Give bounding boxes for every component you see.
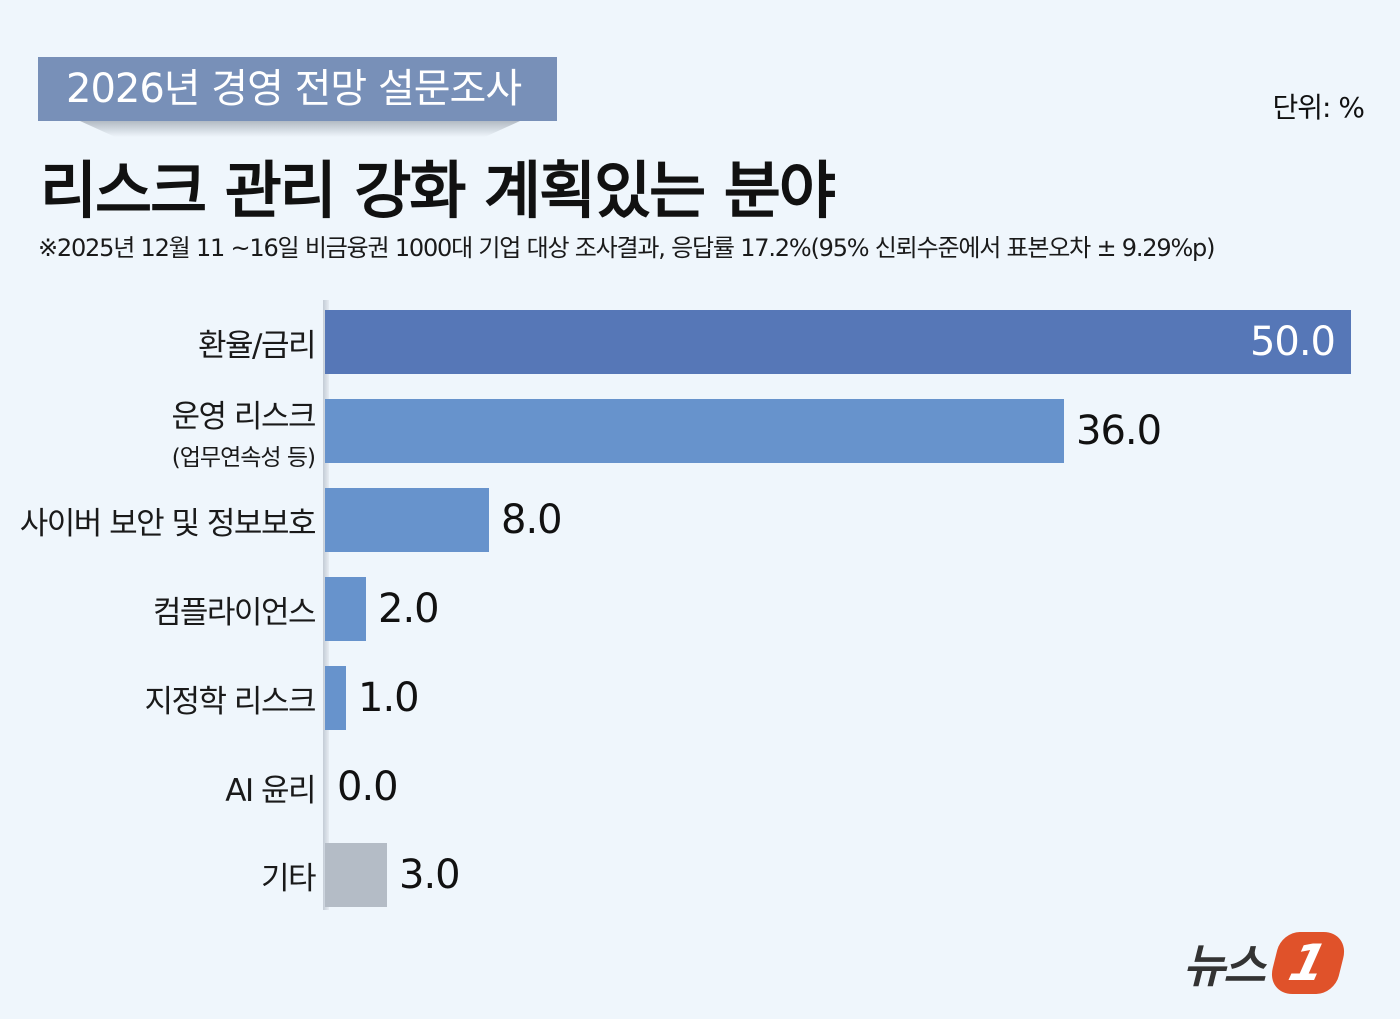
- unit-label: 단위: %: [1272, 91, 1365, 124]
- value-label: 1.0: [358, 675, 420, 721]
- bar-row: AI 윤리 0.0: [0, 755, 1400, 819]
- category-label: AI 윤리: [225, 755, 316, 819]
- value-label: 50.0: [1249, 319, 1336, 365]
- category-label-main: 사이버 보안 및 정보보호: [19, 505, 317, 542]
- category-label: 운영 리스크 (업무연속성 등): [172, 399, 317, 471]
- bar-row: 컴플라이언스 2.0: [0, 577, 1400, 641]
- bar: [325, 399, 1064, 463]
- chart-title: 리스크 관리 강화 계획있는 분야: [40, 154, 836, 227]
- bar: [325, 843, 387, 907]
- category-label-main: 컴플라이언스: [152, 594, 317, 631]
- value-label: 0.0: [337, 764, 399, 810]
- category-label: 사이버 보안 및 정보보호: [19, 488, 317, 552]
- category-label-main: 기타: [260, 860, 317, 897]
- bar-row: 운영 리스크 (업무연속성 등) 36.0: [0, 399, 1400, 471]
- value-label: 8.0: [501, 497, 563, 543]
- value-label: 2.0: [378, 586, 440, 632]
- category-label-sub: (업무연속성 등): [171, 444, 316, 471]
- bar-row: 환율/금리 50.0: [0, 310, 1400, 374]
- logo-mark-icon: 1: [1265, 932, 1350, 994]
- bar: [325, 577, 366, 641]
- bar-row: 지정학 리스크 1.0: [0, 666, 1400, 730]
- logo-text: 뉴스: [1183, 939, 1266, 993]
- category-label-main: AI 윤리: [225, 772, 316, 809]
- bar: [325, 488, 489, 552]
- category-label: 컴플라이언스: [152, 577, 317, 641]
- bar-row: 기타 3.0: [0, 843, 1400, 907]
- bar: [325, 310, 1351, 374]
- category-label: 환율/금리: [197, 310, 317, 374]
- value-label: 36.0: [1076, 408, 1162, 454]
- survey-banner: 2026년 경영 전망 설문조사: [38, 57, 557, 121]
- bar-row: 사이버 보안 및 정보보호 8.0: [0, 488, 1400, 552]
- category-label-main: 환율/금리: [197, 327, 317, 364]
- category-label-main: 지정학 리스크: [144, 683, 317, 720]
- value-label: 3.0: [399, 852, 461, 898]
- survey-note: ※2025년 12월 11 ~16일 비금융권 1000대 기업 대상 조사결과…: [38, 234, 1215, 262]
- category-label: 지정학 리스크: [144, 666, 317, 730]
- category-label-main: 운영 리스크: [171, 398, 317, 435]
- banner-shadow: [80, 121, 520, 137]
- news1-logo: 뉴스 1: [1183, 930, 1350, 996]
- category-label: 기타: [260, 843, 317, 907]
- bar: [325, 666, 346, 730]
